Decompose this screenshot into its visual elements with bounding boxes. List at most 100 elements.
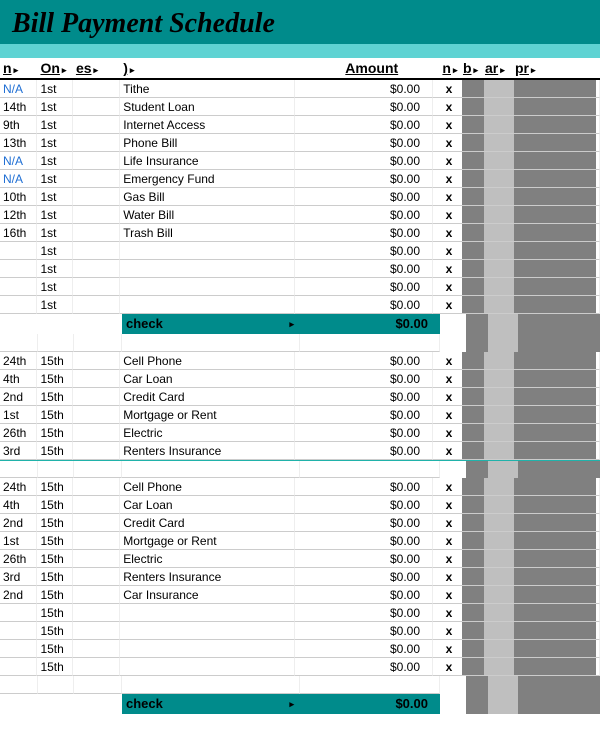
cell-on[interactable]: 1st [37,296,72,314]
cell-amt[interactable]: $0.00 [295,568,433,586]
hdr-ar[interactable]: ar [485,60,515,76]
cell-desc[interactable]: Internet Access [120,116,295,134]
cell-desc[interactable]: Renters Insurance [120,442,295,460]
cell-x[interactable]: x [436,80,462,97]
cell-on[interactable]: 15th [37,496,72,514]
cell-n[interactable]: 10th [0,188,37,206]
cell-es[interactable] [73,622,120,640]
cell-es[interactable] [73,170,120,188]
cell-es[interactable] [73,206,120,224]
cell-n[interactable]: 16th [0,224,37,242]
cell-amt[interactable]: $0.00 [295,442,433,460]
cell-x[interactable]: x [436,278,462,295]
cell-n[interactable] [0,622,37,640]
cell-on[interactable]: 15th [37,658,72,676]
cell-on[interactable]: 15th [37,622,72,640]
hdr-on[interactable]: On [37,58,72,78]
cell-amt[interactable]: $0.00 [295,206,433,224]
cell-desc[interactable]: Phone Bill [120,134,295,152]
cell-amt[interactable]: $0.00 [295,224,433,242]
cell-n[interactable]: 3rd [0,568,37,586]
cell-es[interactable] [73,532,120,550]
cell-desc[interactable] [120,658,295,676]
cell-desc[interactable]: Cell Phone [120,352,295,370]
cell-on[interactable]: 1st [37,224,72,242]
cell-x[interactable]: x [436,532,462,549]
cell-desc[interactable]: Car Loan [120,496,295,514]
cell-x[interactable]: x [436,296,462,313]
cell-on[interactable]: 15th [37,640,72,658]
cell-on[interactable]: 15th [37,388,72,406]
cell-amt[interactable]: $0.00 [295,406,433,424]
cell-es[interactable] [73,370,120,388]
hdr-es[interactable]: es [73,58,120,78]
cell-on[interactable]: 1st [37,170,72,188]
cell-n[interactable] [0,658,37,676]
cell-es[interactable] [73,406,120,424]
cell-on[interactable]: 1st [37,188,72,206]
cell-es[interactable] [73,514,120,532]
cell-desc[interactable] [120,622,295,640]
cell-desc[interactable]: Mortgage or Rent [120,532,295,550]
cell-es[interactable] [73,496,120,514]
cell-amt[interactable]: $0.00 [295,134,433,152]
cell-n[interactable] [0,260,37,278]
cell-on[interactable]: 15th [37,424,72,442]
cell-es[interactable] [73,442,120,460]
cell-n[interactable]: 26th [0,424,37,442]
cell-desc[interactable] [120,242,295,260]
cell-es[interactable] [73,478,120,496]
cell-n[interactable] [0,640,37,658]
cell-amt[interactable]: $0.00 [295,188,433,206]
cell-x[interactable]: x [436,478,462,495]
cell-on[interactable]: 15th [37,532,72,550]
cell-desc[interactable]: Car Insurance [120,586,295,604]
cell-x[interactable]: x [436,224,462,241]
cell-on[interactable]: 1st [37,260,72,278]
cell-on[interactable]: 1st [37,98,72,116]
cell-amt[interactable]: $0.00 [295,352,433,370]
cell-es[interactable] [73,242,120,260]
cell-n[interactable]: 2nd [0,586,37,604]
hdr-paren[interactable]: ) [120,58,295,78]
cell-n[interactable]: 4th [0,370,37,388]
cell-n[interactable]: 24th [0,478,37,496]
cell-on[interactable]: 15th [37,550,72,568]
cell-es[interactable] [73,658,120,676]
cell-es[interactable] [73,568,120,586]
cell-amt[interactable]: $0.00 [295,152,433,170]
cell-es[interactable] [73,116,120,134]
cell-x[interactable]: x [436,442,462,459]
cell-amt[interactable]: $0.00 [295,278,433,296]
cell-on[interactable]: 1st [37,134,72,152]
cell-es[interactable] [73,640,120,658]
cell-n[interactable]: 14th [0,98,37,116]
cell-amt[interactable]: $0.00 [295,80,433,98]
cell-amt[interactable]: $0.00 [295,514,433,532]
cell-amt[interactable]: $0.00 [295,604,433,622]
cell-n[interactable] [0,604,37,622]
cell-on[interactable]: 1st [37,116,72,134]
cell-amt[interactable]: $0.00 [295,388,433,406]
cell-on[interactable]: 15th [37,478,72,496]
cell-desc[interactable]: Credit Card [120,388,295,406]
cell-desc[interactable]: Car Loan [120,370,295,388]
cell-on[interactable]: 15th [37,568,72,586]
cell-es[interactable] [73,98,120,116]
cell-desc[interactable]: Life Insurance [120,152,295,170]
cell-es[interactable] [73,586,120,604]
cell-desc[interactable]: Trash Bill [120,224,295,242]
cell-amt[interactable]: $0.00 [295,242,433,260]
cell-desc[interactable]: Electric [120,424,295,442]
cell-n[interactable]: N/A [0,152,37,170]
cell-n[interactable]: 1st [0,406,37,424]
cell-n[interactable] [0,296,37,314]
cell-amt[interactable]: $0.00 [295,478,433,496]
cell-x[interactable]: x [436,622,462,639]
cell-desc[interactable]: Mortgage or Rent [120,406,295,424]
cell-amt[interactable]: $0.00 [295,496,433,514]
cell-n[interactable]: 9th [0,116,37,134]
cell-desc[interactable] [120,278,295,296]
cell-x[interactable]: x [436,188,462,205]
cell-desc[interactable]: Tithe [120,80,295,98]
